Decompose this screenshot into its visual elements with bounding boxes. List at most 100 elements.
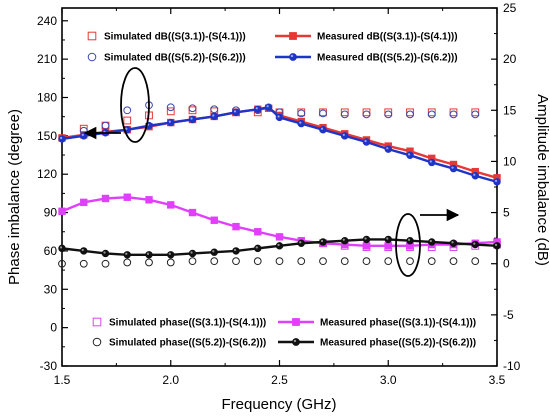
legend-label: Simulated dB((S(5.2))-(S(6.2))) <box>104 53 246 64</box>
data-point <box>101 194 110 203</box>
annotation-layer <box>83 67 460 277</box>
y-left-tick-label: 150 <box>37 129 57 143</box>
legend-label: Simulated phase((S(3.1))-(S(4.1))) <box>109 318 266 329</box>
data-point <box>254 105 262 113</box>
y-right-tick-label: 10 <box>503 154 517 168</box>
data-point <box>406 151 414 159</box>
data-point-highlight <box>103 251 106 254</box>
data-point <box>123 251 131 259</box>
data-point <box>254 244 262 253</box>
data-point-open <box>427 108 436 117</box>
y-right-tick-label: 20 <box>503 52 517 66</box>
data-point-open <box>123 116 132 125</box>
y-left-tick-label: 240 <box>37 14 57 28</box>
data-point-highlight <box>81 133 84 137</box>
data-point-highlight <box>320 239 324 243</box>
data-point-open <box>101 121 110 130</box>
data-point <box>275 242 284 250</box>
annotation-ellipse-right <box>395 213 421 277</box>
data-point-highlight <box>429 239 432 243</box>
x-tick-label: 2.0 <box>162 373 179 387</box>
data-point <box>264 103 273 111</box>
data-point <box>58 207 66 215</box>
y-left-tick-label: 120 <box>37 167 57 181</box>
data-point-open <box>210 257 219 266</box>
x-tick-label: 2.5 <box>271 373 288 387</box>
data-point-open <box>471 108 480 117</box>
data-point-open <box>145 258 153 267</box>
y-right-tick-label: 0 <box>503 257 510 271</box>
data-point <box>428 238 436 246</box>
data-point <box>188 208 197 217</box>
data-point <box>101 249 110 258</box>
data-point <box>210 248 218 256</box>
data-point-open <box>166 107 175 116</box>
data-point-open <box>123 258 132 267</box>
data-point <box>319 238 327 246</box>
tick-labels: 1.5 2.0 2.5 3.0 3.5-300306090120150180210240… <box>37 1 521 387</box>
legend-swatch-marker <box>292 338 300 346</box>
legend-label: Measured phase((S(3.1))-(S(4.1))) <box>320 318 476 329</box>
legend-swatch-marker <box>92 317 102 327</box>
y-axis-label-right: Amplitude imbalance (dB) <box>534 94 550 266</box>
data-point <box>449 164 458 173</box>
data-point <box>493 178 501 186</box>
data-point <box>210 112 218 121</box>
legend-label: Measured dB((S(3.1))-(S(4.1))) <box>317 32 458 43</box>
data-point-highlight <box>190 117 193 120</box>
data-point-highlight <box>407 153 411 156</box>
data-point-highlight <box>473 173 476 176</box>
data-point <box>232 222 240 231</box>
series-7 <box>58 235 501 259</box>
legend-entry: Simulated phase((S(5.2))-(S(6.2))) <box>92 337 266 349</box>
data-point-highlight <box>342 238 345 241</box>
data-point <box>232 247 240 255</box>
data-point-highlight <box>190 251 193 254</box>
data-point <box>406 237 414 245</box>
data-point <box>167 118 175 127</box>
data-point <box>275 113 284 122</box>
data-point <box>471 172 479 180</box>
data-point-open <box>275 257 284 266</box>
data-point <box>275 233 284 241</box>
legend-swatch-marker <box>92 337 102 347</box>
data-point <box>384 235 392 244</box>
data-point-open <box>384 108 393 117</box>
data-point-open <box>58 259 66 268</box>
data-point-open <box>449 110 458 119</box>
data-point-open <box>406 110 414 119</box>
data-point-open <box>362 108 371 117</box>
data-point <box>58 135 66 143</box>
annotation-ellipse-left <box>120 67 150 143</box>
data-point-highlight <box>255 246 258 249</box>
data-point-highlight <box>168 252 171 255</box>
data-point <box>471 240 479 249</box>
y-right-tick-label: -10 <box>503 359 521 373</box>
data-point <box>80 247 88 255</box>
data-point <box>341 132 349 140</box>
y-left-tick-label: -30 <box>40 359 58 373</box>
data-point-open <box>340 257 349 266</box>
data-point-highlight <box>255 107 258 110</box>
data-point-open <box>319 257 327 266</box>
data-point-open <box>449 257 458 266</box>
data-point-open <box>384 257 393 266</box>
y-left-tick-label: 60 <box>44 244 58 258</box>
data-point <box>384 242 392 250</box>
data-point-highlight <box>59 246 63 249</box>
data-point-highlight <box>277 243 280 246</box>
y-left-tick-label: 180 <box>37 91 57 105</box>
data-point <box>232 108 240 117</box>
data-point-highlight <box>342 133 345 137</box>
legend-label: Simulated phase((S(5.2))-(S(6.2))) <box>109 338 266 349</box>
data-point-open <box>166 258 175 267</box>
x-axis-label: Frequency (GHz) <box>221 396 336 413</box>
data-point <box>145 196 153 204</box>
data-point-highlight <box>451 166 454 169</box>
y-left-tick-label: 30 <box>44 282 58 296</box>
data-point-open <box>123 106 132 115</box>
data-point-open <box>406 108 414 117</box>
data-point-open <box>188 106 197 115</box>
data-point <box>188 115 197 124</box>
